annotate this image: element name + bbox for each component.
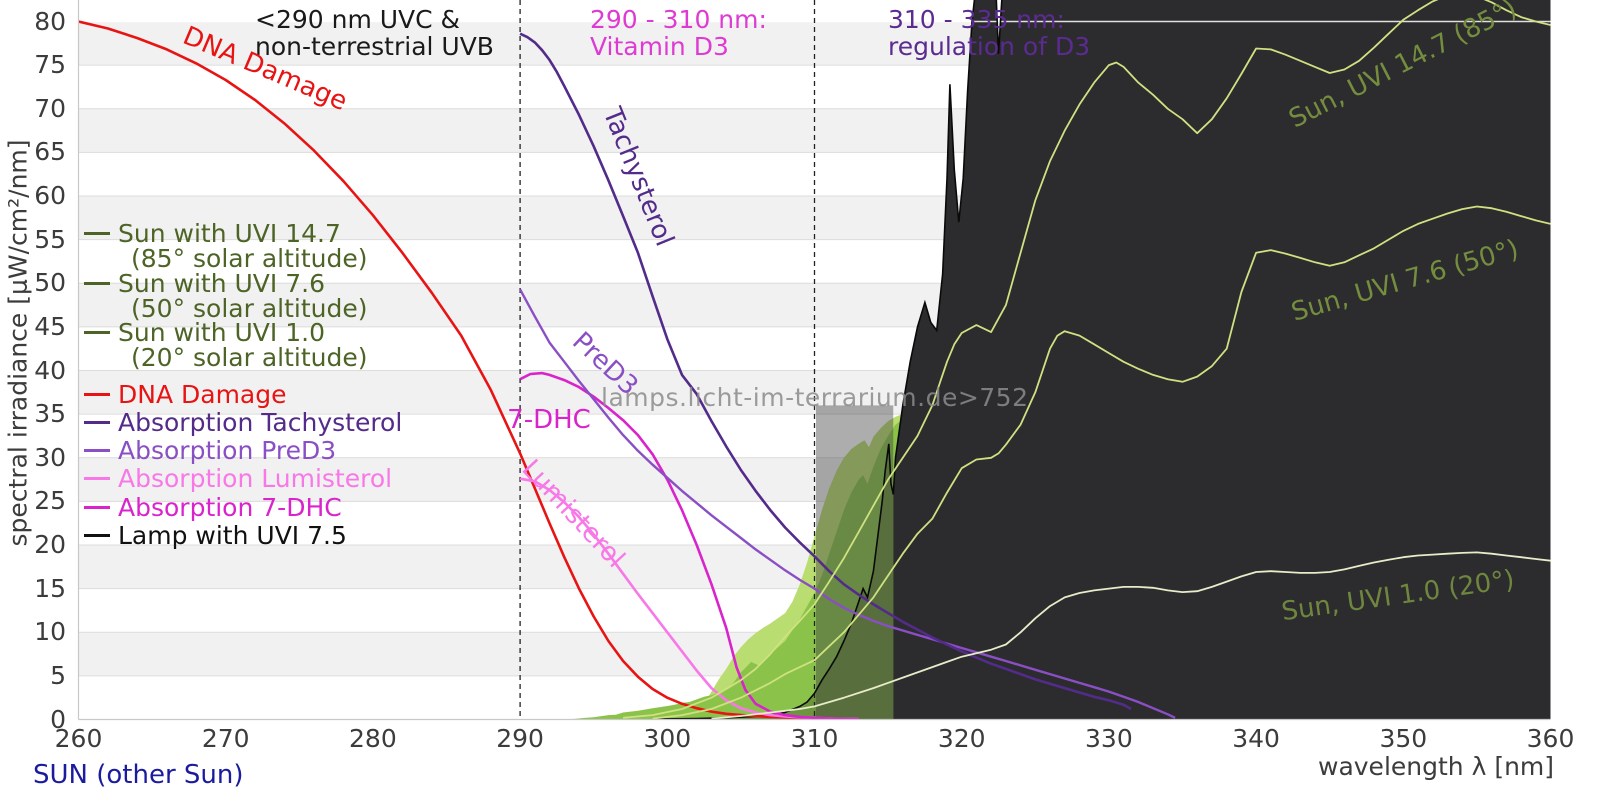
- absorption-pred3-curve: [519, 288, 1176, 719]
- annotation-vitamin-d3-line2: Vitamin D3: [590, 32, 729, 61]
- lamp-spectrum-curve: [652, 0, 1003, 720]
- annotation-regulation-d3: 310 - 335 nm: regulation of D3: [888, 6, 1090, 60]
- x-tick-label: 270: [201, 724, 250, 753]
- legend-label: Lamp with UVI 7.5: [118, 521, 347, 550]
- legend-item-sun-uvi-10: Sun with UVI 1.0 (20° solar altitude): [84, 320, 368, 370]
- legend-label: Absorption 7-DHC: [118, 493, 342, 522]
- x-tick-label: 350: [1379, 724, 1428, 753]
- legend-item-absorption-tachysterol: Absorption Tachysterol: [84, 410, 402, 435]
- y-tick-label: 20: [34, 530, 66, 559]
- annotation-vitamin-d3-line1: 290 - 310 nm:: [590, 5, 767, 34]
- x-tick-label: 330: [1085, 724, 1133, 753]
- legend-sublabel: (20° solar altitude): [131, 343, 368, 372]
- x-tick-label: 260: [54, 724, 103, 753]
- legend-label: Sun with UVI 1.0: [118, 318, 325, 347]
- legend-item-sun-uvi-76: Sun with UVI 7.6 (50° solar altitude): [84, 271, 368, 321]
- y-tick-label: 5: [50, 660, 66, 690]
- x-tick-label: 290: [496, 724, 544, 753]
- legend-sublabel: (85° solar altitude): [131, 244, 368, 273]
- y-tick-label: 0: [50, 704, 66, 734]
- annotation-uvc: <290 nm UVC & non-terrestrial UVB: [255, 6, 494, 60]
- annotation-vitamin-d3: 290 - 310 nm: Vitamin D3: [590, 6, 767, 60]
- sun-link[interactable]: SUN (other Sun): [33, 760, 244, 790]
- legend-item-dna-damage: DNA Damage: [84, 382, 287, 407]
- legend-label: Absorption Lumisterol: [118, 464, 393, 493]
- watermark: lamps.licht-im-terrarium.de>752: [601, 383, 1029, 412]
- y-tick-label: 45: [34, 311, 66, 341]
- sun-uvi-1-0-curve: [711, 551, 1551, 720]
- y-tick-label: 25: [34, 486, 66, 516]
- legend-item-lamp-uvi-75: Lamp with UVI 7.5: [84, 523, 347, 548]
- x-tick-label: 280: [349, 724, 397, 753]
- absorption-tachysterol-curve: [519, 32, 1132, 711]
- x-tick-label: 300: [643, 724, 692, 753]
- legend-dash-icon: [84, 449, 110, 452]
- y-tick-label: 40: [34, 355, 66, 385]
- legend-dash-icon: [84, 534, 110, 537]
- absorption-7-dhc-curve: [519, 371, 859, 720]
- legend-label: Absorption Tachysterol: [118, 408, 403, 437]
- y-tick-label: 80: [34, 6, 66, 36]
- y-tick-label: 70: [34, 93, 66, 123]
- y-tick-label: 50: [34, 268, 66, 298]
- legend-dash-icon: [84, 232, 110, 235]
- y-tick-label: 10: [34, 617, 66, 647]
- legend-item-absorption-lumisterol: Absorption Lumisterol: [84, 466, 392, 491]
- y-tick-label: 65: [34, 137, 66, 167]
- x-tick-label: 320: [937, 724, 986, 753]
- y-tick-label: 30: [34, 442, 66, 472]
- lamp-overlap-column: [815, 405, 894, 720]
- legend-dash-icon: [84, 331, 110, 334]
- lamp-wedge-area: [652, 443, 894, 720]
- x-tick-label: 360: [1526, 724, 1575, 753]
- legend-label: Sun with UVI 14.7: [118, 219, 341, 248]
- sun-uvi-14-7-curve: [623, 0, 1551, 719]
- legend-label: Absorption PreD3: [118, 436, 337, 465]
- legend-dash-icon: [84, 421, 110, 424]
- legend-label: Sun with UVI 7.6: [118, 269, 325, 298]
- annotation-uvc-line2: non-terrestrial UVB: [255, 32, 494, 61]
- y-tick-label: 75: [34, 50, 66, 80]
- 7dhc-curve-label: 7-DHC: [507, 405, 591, 435]
- legend-item-absorption-pred3: Absorption PreD3: [84, 438, 336, 463]
- y-tick-label: 60: [34, 181, 66, 210]
- legend-item-absorption-7dhc: Absorption 7-DHC: [84, 495, 342, 520]
- sun-uvi-7-6-curve: [652, 205, 1551, 720]
- annotation-regulation-d3-line1: 310 - 335 nm:: [888, 5, 1065, 34]
- x-axis-label: wavelength λ [nm]: [1318, 752, 1555, 781]
- legend-sublabel: (50° solar altitude): [131, 294, 368, 323]
- y-tick-label: 35: [34, 399, 66, 429]
- lamp-spectrum-area: [893, 0, 1551, 720]
- x-tick-label: 340: [1232, 724, 1280, 753]
- lamp-effective-d3-area: [571, 417, 925, 720]
- legend-dash-icon: [84, 477, 110, 480]
- y-tick-label: 15: [34, 573, 66, 603]
- annotation-uvc-line1: <290 nm UVC &: [255, 5, 461, 34]
- legend-item-sun-uvi-147: Sun with UVI 14.7 (85° solar altitude): [84, 221, 368, 271]
- annotation-regulation-d3-line2: regulation of D3: [888, 32, 1091, 61]
- legend-dash-icon: [84, 506, 110, 509]
- y-tick-label: 55: [34, 224, 66, 254]
- legend-dash-icon: [84, 282, 110, 285]
- x-tick-label: 310: [790, 724, 839, 753]
- legend-label: DNA Damage: [118, 380, 287, 409]
- legend-dash-icon: [84, 393, 110, 396]
